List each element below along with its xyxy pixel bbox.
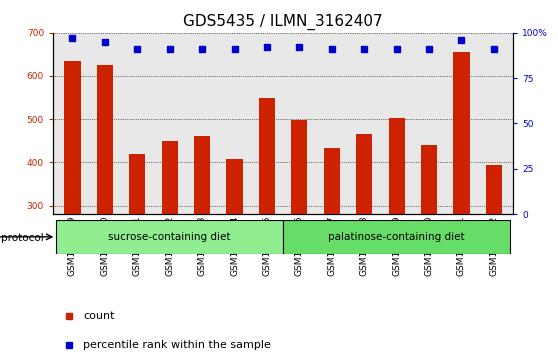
Bar (324, 148, 340, 335)
Text: sucrose-containing diet: sucrose-containing diet (108, 232, 231, 242)
Text: palatinose-containing diet: palatinose-containing diet (328, 232, 465, 242)
Bar (356, 134, 372, 335)
Bar (421, 145, 437, 335)
Text: count: count (83, 311, 114, 321)
Bar (56, 220, 283, 254)
Title: GDS5435 / ILMN_3162407: GDS5435 / ILMN_3162407 (184, 14, 383, 30)
Bar (454, 52, 470, 335)
Bar (486, 165, 502, 335)
Bar (291, 121, 307, 335)
Text: protocol: protocol (1, 233, 44, 243)
Bar (162, 141, 178, 335)
Bar (283, 220, 510, 254)
Bar (129, 154, 146, 335)
Bar (194, 135, 210, 335)
Bar (64, 61, 80, 335)
Bar (388, 118, 405, 335)
Bar (227, 159, 243, 335)
Text: percentile rank within the sample: percentile rank within the sample (83, 340, 271, 350)
Bar (259, 98, 275, 335)
Bar (97, 65, 113, 335)
